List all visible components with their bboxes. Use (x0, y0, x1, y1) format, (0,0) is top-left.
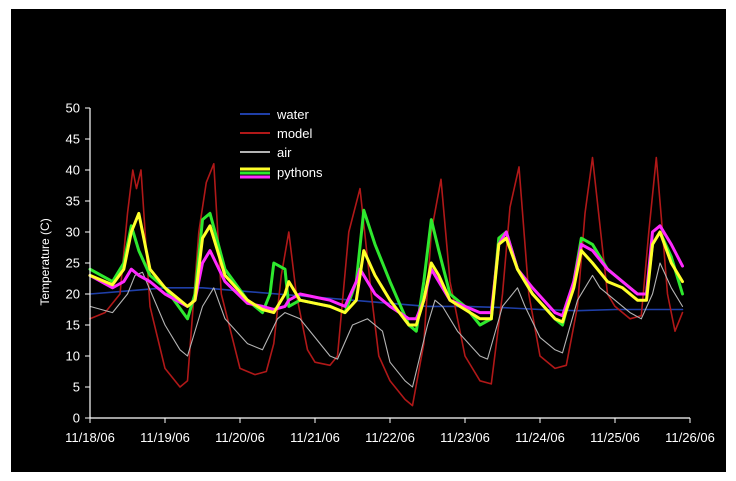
y-tick-label: 30 (66, 225, 80, 240)
series-line-air-2 (89, 262, 684, 388)
series-line-pythons-3 (88, 208, 684, 333)
x-tick-label: 11/26/06 (665, 430, 715, 445)
y-tick-label: 0 (73, 411, 80, 426)
legend: water model air pythons (240, 107, 323, 180)
y-tick-label: 5 (73, 380, 80, 395)
legend-label-water: water (276, 107, 309, 122)
series-layer (88, 156, 684, 407)
y-tick-label: 10 (66, 349, 80, 364)
legend-label-pythons: pythons (277, 165, 323, 180)
legend-label-air: air (277, 145, 292, 160)
y-tick-label: 35 (66, 194, 80, 209)
series-line-pythons-5 (88, 211, 684, 327)
series-line-water-0 (89, 287, 684, 312)
legend-label-model: model (277, 126, 313, 141)
x-tick-label: 11/20/06 (215, 430, 265, 445)
y-tick-label: 45 (66, 132, 80, 147)
x-tick-label: 11/24/06 (515, 430, 565, 445)
y-tick-label: 20 (66, 287, 80, 302)
y-tick-label: 50 (66, 101, 80, 116)
x-tick-label: 11/25/06 (590, 430, 640, 445)
axes-layer: 0 5 10 15 20 25 30 35 40 45 50 11/18/06 11/19/06 11/2… (65, 101, 715, 446)
y-tick-label: 15 (66, 318, 80, 333)
y-tick-label: 25 (66, 256, 80, 271)
y-axis-title: Temperature (C) (38, 218, 52, 305)
x-tick-label: 11/23/06 (440, 430, 490, 445)
x-tick-label: 11/21/06 (290, 430, 340, 445)
series-line-model-1 (89, 156, 684, 407)
x-tick-label: 11/22/06 (365, 430, 415, 445)
x-tick-label: 11/19/06 (140, 430, 190, 445)
x-tick-label: 11/18/06 (65, 430, 115, 445)
y-tick-label: 40 (66, 163, 80, 178)
